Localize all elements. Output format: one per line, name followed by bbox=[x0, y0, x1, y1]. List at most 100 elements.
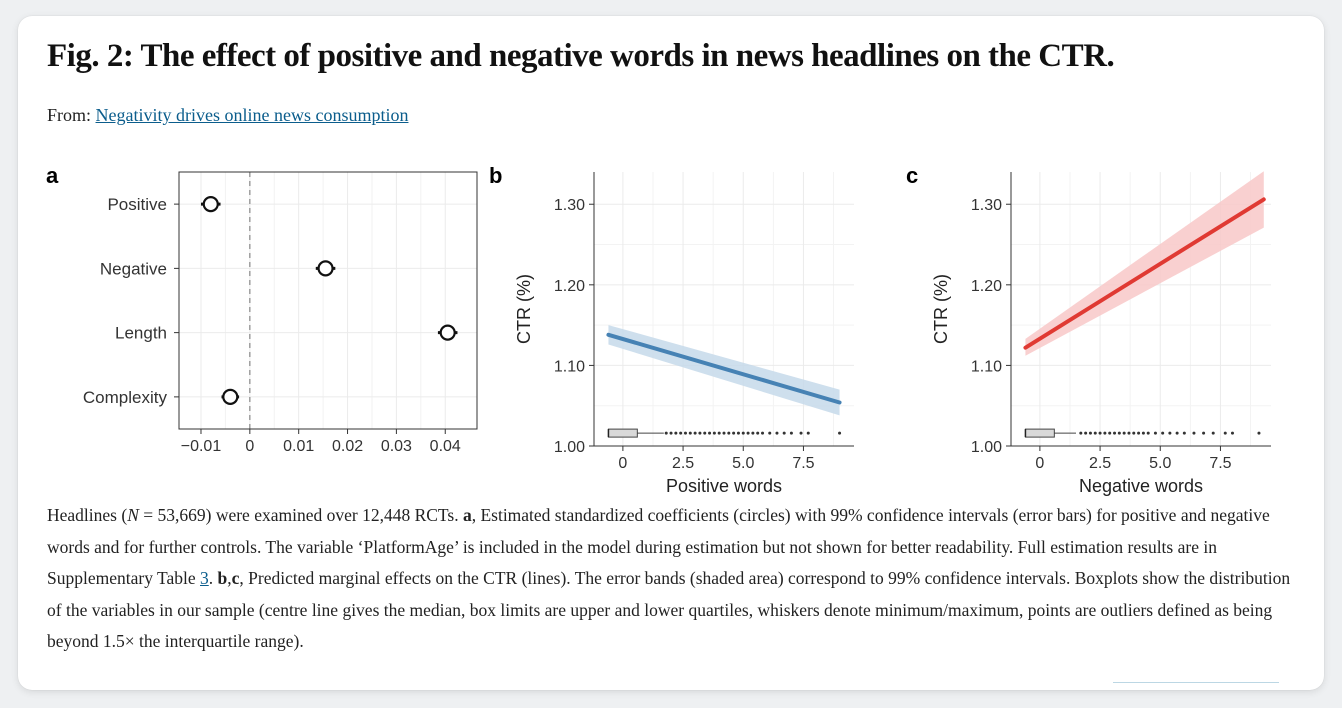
category-label: Negative bbox=[100, 259, 167, 278]
x-tick-label: 0.01 bbox=[283, 438, 314, 455]
category-label: Positive bbox=[107, 195, 167, 214]
boxplot-box bbox=[607, 428, 638, 438]
x-tick-label: 0 bbox=[618, 455, 627, 472]
boxplot-outlier bbox=[1230, 431, 1234, 435]
marginal-effect-line bbox=[606, 332, 842, 405]
boxplot-outlier bbox=[761, 431, 765, 435]
boxplot-outlier bbox=[1137, 431, 1141, 435]
boxplot-outlier bbox=[1192, 431, 1196, 435]
plot-frame bbox=[178, 171, 478, 430]
boxplot-outlier bbox=[1117, 431, 1121, 435]
x-tick-label: −0.01 bbox=[181, 438, 222, 455]
boxplot-outlier bbox=[746, 431, 750, 435]
y-tick-label: 1.10 bbox=[554, 358, 585, 375]
boxplot-outlier bbox=[674, 431, 678, 435]
boxplot-outlier bbox=[838, 431, 842, 435]
caption-panel-a: a bbox=[462, 505, 472, 525]
y-tick-label: 1.10 bbox=[971, 358, 1002, 375]
figure-title: Fig. 2: The effect of positive and negat… bbox=[47, 38, 1115, 74]
boxplot-outlier bbox=[722, 431, 726, 435]
boxplot-outlier bbox=[693, 431, 697, 435]
boxplot-outlier bbox=[1084, 431, 1088, 435]
boxplot-outlier bbox=[712, 431, 716, 435]
boxplot-outlier bbox=[698, 431, 702, 435]
source-line: From: Negativity drives online news cons… bbox=[47, 105, 408, 126]
boxplot-box bbox=[1024, 428, 1055, 438]
boxplot-outlier bbox=[708, 431, 712, 435]
x-tick-label: 0.03 bbox=[381, 438, 412, 455]
coefficient-point bbox=[317, 260, 334, 277]
boxplot-outlier bbox=[1093, 431, 1097, 435]
coefficient-point bbox=[222, 388, 239, 405]
x-tick-label: 0.04 bbox=[430, 438, 461, 455]
x-tick-label: 2.5 bbox=[1089, 455, 1111, 472]
x-tick-label: 0 bbox=[1035, 455, 1044, 472]
panel-a-label: a bbox=[46, 163, 59, 188]
caption-n-symbol: N bbox=[127, 505, 139, 525]
x-tick-label: 2.5 bbox=[672, 455, 694, 472]
y-tick-label: 1.20 bbox=[971, 278, 1002, 295]
boxplot-outlier bbox=[1122, 431, 1126, 435]
boxplot-outlier bbox=[799, 431, 803, 435]
y-tick-label: 1.30 bbox=[971, 197, 1002, 214]
figure-card: Fig. 2: The effect of positive and negat… bbox=[18, 16, 1324, 690]
supplementary-table-link[interactable]: 3 bbox=[200, 568, 209, 588]
boxplot-outlier bbox=[756, 431, 760, 435]
boxplot-outlier bbox=[1161, 431, 1165, 435]
caption-text-1: Headlines ( bbox=[47, 505, 128, 525]
boxplot-outlier bbox=[1211, 431, 1215, 435]
x-tick-label: 7.5 bbox=[1209, 455, 1231, 472]
boxplot-outlier bbox=[683, 431, 687, 435]
coefficient-point bbox=[202, 196, 219, 213]
y-tick-label: 1.00 bbox=[971, 439, 1002, 456]
source-article-link[interactable]: Negativity drives online news consumptio… bbox=[95, 105, 409, 125]
x-tick-label: 0 bbox=[245, 438, 254, 455]
boxplot-outlier bbox=[679, 431, 683, 435]
y-tick-label: 1.30 bbox=[554, 197, 585, 214]
figure-caption: Headlines (N = 53,669) were examined ove… bbox=[47, 500, 1297, 658]
boxplot-outlier bbox=[1113, 431, 1117, 435]
boxplot-outlier bbox=[1257, 431, 1261, 435]
boxplot-outlier bbox=[688, 431, 692, 435]
x-tick-label: 5.0 bbox=[1149, 455, 1171, 472]
category-label: Complexity bbox=[83, 388, 168, 407]
boxplot-outlier bbox=[1103, 431, 1107, 435]
x-tick-label: 0.02 bbox=[332, 438, 363, 455]
caption-comma: , bbox=[227, 568, 232, 588]
boxplot-outlier bbox=[732, 431, 736, 435]
boxplot-outlier bbox=[1108, 431, 1112, 435]
boxplot-outlier bbox=[1141, 431, 1145, 435]
caption-panel-c: c bbox=[231, 568, 240, 588]
x-tick-label: 7.5 bbox=[792, 455, 814, 472]
boxplot-outlier bbox=[775, 431, 779, 435]
boxplot-outlier bbox=[1146, 431, 1150, 435]
boxplot-outlier bbox=[1182, 431, 1186, 435]
boxplot-outlier bbox=[736, 431, 740, 435]
boxplot-outlier bbox=[703, 431, 707, 435]
boxplot-outlier bbox=[1202, 431, 1206, 435]
caption-text-5: , Predicted marginal effects on the CTR … bbox=[47, 568, 1291, 651]
panel-b-label: b bbox=[489, 163, 502, 188]
panel-c: c 1.00 1.10 1.20 1.30 0 2.5 5.0 7.5 Negative wor… bbox=[906, 163, 1271, 496]
boxplot-outlier bbox=[1079, 431, 1083, 435]
boxplot-outlier bbox=[1127, 431, 1131, 435]
x-axis-title: Positive words bbox=[666, 476, 782, 496]
boxplot-outlier bbox=[782, 431, 786, 435]
panel-b: b 1.00 1.10 1.20 1.30 0 2.5 5.0 7.5 Positive wor… bbox=[489, 163, 854, 496]
boxplot-outlier bbox=[1098, 431, 1102, 435]
caption-text-2: = 53,669) were examined over 12,448 RCTs… bbox=[138, 505, 463, 525]
y-tick-label: 1.00 bbox=[554, 439, 585, 456]
boxplot-outlier bbox=[1153, 431, 1157, 435]
caption-panel-b: b bbox=[217, 568, 228, 588]
x-axis-title: Negative words bbox=[1079, 476, 1203, 496]
boxplot-outlier bbox=[1223, 431, 1227, 435]
boxplot-outlier bbox=[768, 431, 772, 435]
boxplot-outlier bbox=[669, 431, 673, 435]
boxplot-outlier bbox=[751, 431, 755, 435]
divider bbox=[1113, 682, 1279, 683]
boxplot-outlier bbox=[1175, 431, 1179, 435]
caption-text-4: . bbox=[208, 568, 218, 588]
boxplot-outlier bbox=[741, 431, 745, 435]
boxplot-outlier bbox=[1132, 431, 1136, 435]
panel-a: a −0.01 0 0.01 0.02 0.03 0.04 Positive Negative… bbox=[46, 163, 478, 455]
